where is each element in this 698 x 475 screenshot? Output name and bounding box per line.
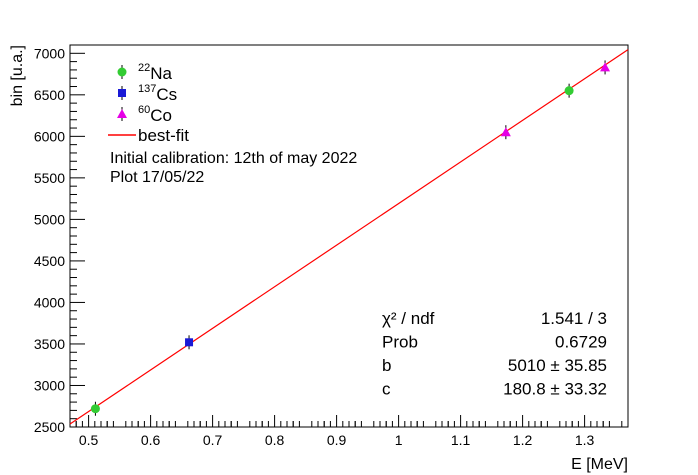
- legend-mass-number: 22: [138, 62, 150, 74]
- x-tick-label: 0.7: [203, 432, 223, 448]
- stats-label: b: [382, 356, 391, 375]
- best-fit-layer: [69, 49, 629, 425]
- y-tick-label: 5000: [34, 211, 65, 227]
- y-tick-label: 6000: [34, 128, 65, 144]
- stats-value: 0.6729: [555, 333, 607, 352]
- y-tick-label: 7000: [34, 45, 65, 61]
- y-tick-label: 3000: [34, 377, 65, 393]
- data-point: [564, 86, 574, 96]
- legend-marker: [117, 67, 127, 77]
- y-axis-label: bin [u.a.]: [9, 45, 26, 106]
- y-axis-ticks: 2500 3000 3500 4000 4500 5000 5500 6000 6500 7000: [34, 44, 85, 435]
- data-points: [90, 60, 611, 416]
- data-point: [90, 404, 100, 414]
- x-tick-label: 1.3: [575, 432, 595, 448]
- y-tick-label: 4500: [34, 253, 65, 269]
- y-tick-label: 3500: [34, 336, 65, 352]
- y-tick-label: 4000: [34, 294, 65, 310]
- data-point: [500, 127, 511, 137]
- legend-element: Na: [150, 64, 172, 83]
- x-tick-label: 0.5: [79, 432, 99, 448]
- data-point: [185, 338, 194, 347]
- fit-stats-box: χ² / ndf 1.541 / 3 Prob 0.6729 b 5010 ± 35.85…: [382, 309, 607, 399]
- stats-label: χ² / ndf: [382, 309, 435, 328]
- data-point: [600, 62, 611, 72]
- legend-mass-number: 60: [138, 104, 150, 116]
- x-tick-label: 0.9: [327, 432, 347, 448]
- annotations: Initial calibration: 12th of may 2022 Pl…: [110, 150, 357, 186]
- legend-marker: [117, 109, 127, 118]
- stats-value: 1.541 / 3: [541, 309, 607, 328]
- x-tick-label: 0.6: [141, 432, 161, 448]
- legend-label: 22Na: [138, 62, 173, 83]
- stats-value: 180.8 ± 33.32: [503, 380, 607, 399]
- stats-label: Prob: [382, 333, 418, 352]
- x-tick-label: 0.8: [265, 432, 285, 448]
- y-tick-label: 5500: [34, 170, 65, 186]
- stats-label: c: [382, 380, 391, 399]
- annotation-plot-date: Plot 17/05/22: [110, 169, 204, 186]
- x-axis-label: E [MeV]: [571, 456, 628, 473]
- best-fit-line: [69, 49, 629, 425]
- y-tick-label: 6500: [34, 87, 65, 103]
- x-tick-label: 1: [395, 432, 403, 448]
- legend-mass-number: 137: [138, 83, 156, 95]
- y-tick-label: 2500: [34, 419, 65, 435]
- x-tick-label: 1.2: [513, 432, 533, 448]
- legend-label: 137Cs: [138, 83, 177, 104]
- legend-element: Cs: [156, 85, 177, 104]
- stats-value: 5010 ± 35.85: [508, 356, 607, 375]
- legend-label: best-fit: [138, 126, 189, 145]
- legend-marker: [118, 89, 126, 97]
- legend-element: Co: [150, 106, 172, 125]
- legend-label: 60Co: [138, 104, 172, 125]
- annotation-calibration: Initial calibration: 12th of may 2022: [110, 150, 357, 167]
- x-axis-ticks: 0.5 0.6 0.7 0.8 0.9 1 1.1 1.2 1.3: [69, 415, 629, 448]
- x-tick-label: 1.1: [451, 432, 471, 448]
